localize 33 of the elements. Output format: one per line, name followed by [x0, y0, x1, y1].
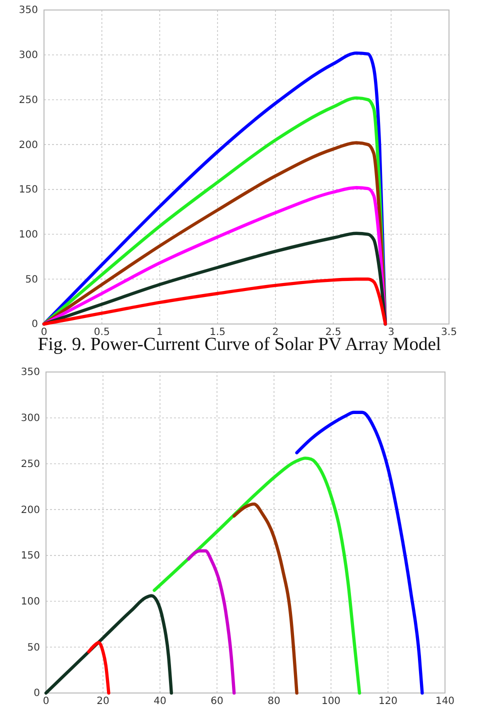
y-tick-label: 150 — [20, 550, 40, 562]
line-series — [232, 502, 298, 695]
y-tick-label: 250 — [20, 458, 40, 470]
line-series — [87, 640, 110, 695]
x-tick-label: 100 — [321, 696, 341, 708]
x-tick-label: 60 — [210, 696, 224, 708]
x-tick-label: 3.5 — [441, 327, 457, 338]
x-tick-label: 140 — [435, 696, 455, 708]
y-tick-label: 350 — [18, 5, 38, 16]
y-tick-label: 200 — [18, 140, 38, 151]
y-tick-label: 250 — [18, 94, 38, 106]
y-tick-label: 100 — [20, 596, 40, 608]
line-series — [152, 456, 362, 695]
x-tick-label: 20 — [96, 696, 110, 708]
y-tick-label: 300 — [20, 413, 40, 424]
y-tick-label: 50 — [27, 642, 40, 654]
x-tick-label: 120 — [378, 696, 398, 708]
y-tick-label: 50 — [25, 274, 38, 286]
x-tick-label: 40 — [154, 696, 166, 708]
y-tick-label: 350 — [20, 367, 40, 378]
line-series — [42, 232, 387, 326]
y-tick-label: 150 — [18, 184, 38, 196]
line-series — [295, 410, 424, 695]
y-tick-label: 0 — [32, 319, 38, 330]
y-tick-label: 200 — [20, 504, 40, 516]
line-series — [44, 594, 173, 695]
y-tick-label: 0 — [34, 688, 40, 700]
x-tick-label: 80 — [268, 696, 280, 708]
line-series — [186, 549, 236, 695]
x-tick-label: 0 — [42, 696, 50, 708]
line-series — [42, 278, 387, 326]
y-tick-label: 100 — [18, 229, 38, 240]
y-tick-label: 300 — [18, 50, 38, 62]
